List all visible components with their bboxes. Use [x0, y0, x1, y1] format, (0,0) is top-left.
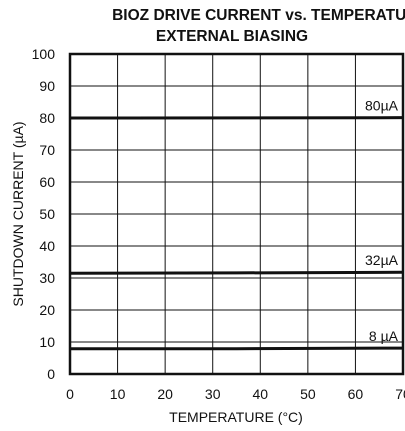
x-tick-label: 20 [157, 386, 173, 402]
y-tick-label: 10 [39, 334, 55, 350]
series-line-1 [69, 270, 404, 275]
x-tick-label: 30 [205, 386, 221, 402]
chart-subtitle: EXTERNAL BIASING [156, 28, 308, 45]
series-lines [69, 116, 404, 351]
y-tick-label: 100 [32, 46, 56, 62]
y-tick-label: 20 [39, 302, 55, 318]
x-tick-label: 50 [300, 386, 316, 402]
x-tick-label: 60 [348, 386, 364, 402]
chart-title: BIOZ DRIVE CURRENT vs. TEMPERATURE [112, 7, 405, 24]
series-label-2: 8 µA [369, 328, 399, 344]
x-tick-label: 0 [66, 386, 74, 402]
y-axis-label: SHUTDOWN CURRENT (µA) [10, 121, 26, 306]
x-axis-label: TEMPERATURE (°C) [169, 409, 303, 425]
y-tick-label: 80 [39, 110, 55, 126]
y-tick-label: 40 [39, 238, 55, 254]
series-line-2 [70, 346, 404, 351]
series-label-1: 32µA [365, 252, 399, 268]
series-label-0: 80µA [365, 98, 399, 114]
x-tick-label: 70 [395, 386, 405, 402]
y-tick-labels: 0 10 20 30 40 50 60 70 80 90 100 [32, 46, 56, 382]
y-tick-label: 50 [39, 206, 55, 222]
y-tick-label: 70 [39, 142, 55, 158]
plot-frame [68, 52, 405, 376]
x-tick-label: 40 [252, 386, 268, 402]
y-tick-label: 0 [47, 366, 55, 382]
y-tick-label: 30 [39, 270, 55, 286]
grid [69, 53, 404, 375]
y-tick-label: 90 [39, 78, 55, 94]
x-tick-label: 10 [110, 386, 126, 402]
y-tick-label: 60 [39, 174, 55, 190]
series-labels: 80µA 32µA 8 µA [365, 98, 399, 344]
x-tick-labels: 0 10 20 30 40 50 60 70 [66, 386, 405, 402]
